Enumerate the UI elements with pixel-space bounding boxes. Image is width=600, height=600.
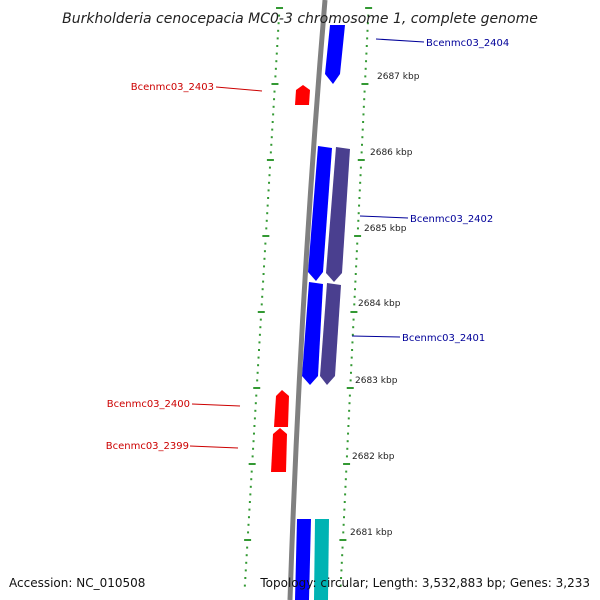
gene-label-bcenmc03-2402[interactable]: Bcenmc03_2402 [410,214,493,225]
kbp-label-2685: 2685 kbp [364,224,407,234]
gene-bcenmc03-2403[interactable] [295,85,310,105]
tick-ladder-right [339,7,373,587]
topology-text: Topology: circular; Length: 3,532,883 bp… [259,576,590,590]
gene-lower-blue[interactable] [295,519,311,600]
leader-bcenmc03-2402 [359,215,409,219]
kbp-label-2683: 2683 kbp [355,376,398,386]
leader-bcenmc03-2399 [189,445,239,449]
leader-bcenmc03-2403 [215,86,263,92]
accession-text: Accession: NC_010508 [9,576,145,590]
gene-bcenmc03-2402[interactable] [326,147,350,282]
chromosome-backbone [287,0,328,600]
kbp-label-2687: 2687 kbp [377,72,420,82]
kbp-label-2686: 2686 kbp [370,148,413,158]
leader-bcenmc03-2401 [351,335,401,338]
gene-label-bcenmc03-2401[interactable]: Bcenmc03_2401 [402,333,485,344]
gene-label-bcenmc03-2403[interactable]: Bcenmc03_2403 [131,82,214,93]
gene-bcenmc03-2404[interactable] [325,25,345,84]
gene-label-bcenmc03-2404[interactable]: Bcenmc03_2404 [426,38,509,49]
tick-ladder-left [243,7,284,587]
gene-bcenmc03-2399[interactable] [271,428,287,472]
kbp-label-2684: 2684 kbp [358,299,401,309]
gene-bcenmc03-2401-part[interactable] [302,282,323,385]
gene-label-bcenmc03-2400[interactable]: Bcenmc03_2400 [107,399,190,410]
kbp-label-2681: 2681 kbp [350,528,393,538]
gene-bcenmc03-2401[interactable] [320,283,341,385]
map-title: Burkholderia cenocepacia MC0-3 chromosom… [62,11,538,27]
gene-bcenmc03-2400[interactable] [274,390,289,427]
leader-bcenmc03-2400 [191,403,241,407]
kbp-label-2682: 2682 kbp [352,452,395,462]
gene-label-bcenmc03-2399[interactable]: Bcenmc03_2399 [106,441,189,452]
leader-bcenmc03-2404 [375,38,425,43]
gene-lower-cyan[interactable] [314,519,329,600]
gene-bcenmc03-2402-part[interactable] [308,146,332,281]
